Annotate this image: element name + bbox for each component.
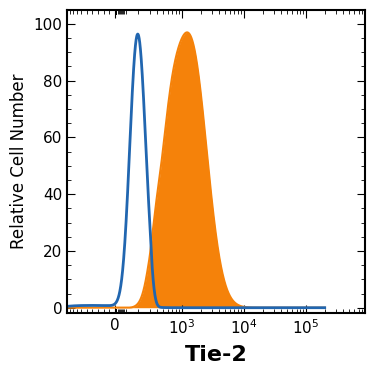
Y-axis label: Relative Cell Number: Relative Cell Number [10, 74, 28, 249]
X-axis label: Tie-2: Tie-2 [185, 345, 248, 365]
